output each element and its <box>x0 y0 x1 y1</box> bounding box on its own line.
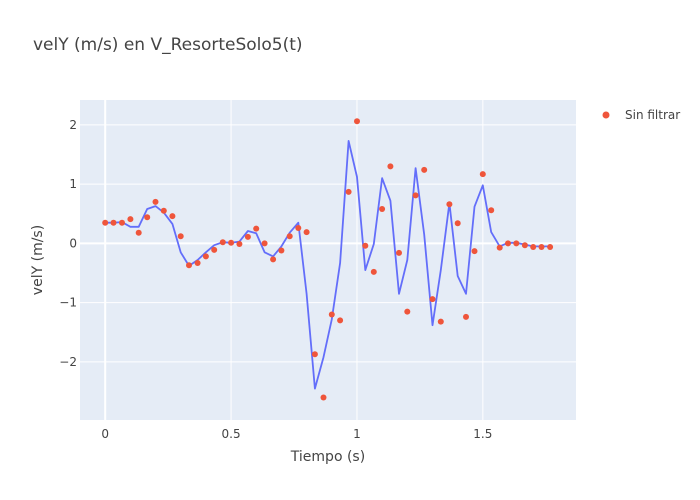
y-tick-label: 2 <box>69 118 77 132</box>
data-point[interactable] <box>362 242 369 249</box>
data-point[interactable] <box>429 296 436 303</box>
data-point[interactable] <box>454 220 461 227</box>
legend-label-sin-filtrar: Sin filtrar <box>625 108 680 122</box>
data-point[interactable] <box>354 118 360 125</box>
line-series <box>105 140 551 390</box>
data-point[interactable] <box>169 213 176 220</box>
data-point[interactable] <box>253 225 260 232</box>
series-layer <box>102 118 554 401</box>
data-point[interactable] <box>261 240 268 247</box>
data-point[interactable] <box>463 313 469 320</box>
data-point[interactable] <box>236 241 243 247</box>
data-point[interactable] <box>538 244 545 250</box>
legend[interactable]: Sin filtrar <box>602 108 681 122</box>
data-point[interactable] <box>479 171 486 178</box>
data-point[interactable] <box>370 268 377 275</box>
data-point[interactable] <box>202 253 209 260</box>
y-tick-labels: −2 −1 0 1 2 <box>59 118 77 369</box>
y-tick-label: 0 <box>69 236 77 250</box>
data-point[interactable] <box>219 239 226 246</box>
x-tick-labels: 0 0.5 1 1.5 <box>101 427 492 441</box>
x-tick-label: 1.5 <box>473 427 492 441</box>
data-point[interactable] <box>177 233 184 240</box>
data-point[interactable] <box>110 219 117 226</box>
x-axis-title: Tiempo (s) <box>290 449 365 465</box>
data-point[interactable] <box>194 260 201 266</box>
plot-area[interactable] <box>80 100 576 420</box>
data-point[interactable] <box>286 233 293 240</box>
data-point[interactable] <box>513 240 520 247</box>
data-point[interactable] <box>186 262 192 269</box>
data-point[interactable] <box>135 229 142 236</box>
data-point[interactable] <box>328 311 335 318</box>
data-point[interactable] <box>102 219 109 226</box>
data-point[interactable] <box>530 244 537 250</box>
data-point[interactable] <box>127 216 134 223</box>
data-point[interactable] <box>488 207 495 214</box>
data-point[interactable] <box>303 229 310 236</box>
data-point[interactable] <box>295 225 302 231</box>
data-point[interactable] <box>244 233 251 240</box>
data-point[interactable] <box>547 244 554 250</box>
data-point[interactable] <box>345 188 352 195</box>
data-point[interactable] <box>505 240 511 247</box>
data-point[interactable] <box>152 198 159 205</box>
data-point[interactable] <box>160 207 167 214</box>
grid-lines <box>80 100 576 420</box>
data-point[interactable] <box>320 394 327 401</box>
data-point[interactable] <box>119 219 125 226</box>
data-point[interactable] <box>404 308 411 315</box>
y-tick-label: −2 <box>59 355 77 369</box>
data-point[interactable] <box>471 248 478 255</box>
data-point[interactable] <box>496 244 503 251</box>
data-point[interactable] <box>387 163 394 170</box>
y-axis-title: velY (m/s) <box>30 225 46 295</box>
chart-title: velY (m/s) en V_ResorteSolo5(t) <box>33 35 303 55</box>
data-point[interactable] <box>521 242 528 249</box>
data-point[interactable] <box>228 239 235 246</box>
data-point[interactable] <box>278 247 285 254</box>
data-point[interactable] <box>379 206 386 212</box>
data-point[interactable] <box>211 246 218 253</box>
x-tick-label: 1 <box>353 427 361 441</box>
data-point[interactable] <box>421 166 428 173</box>
legend-marker-sin-filtrar <box>602 111 610 119</box>
data-point[interactable] <box>144 214 151 221</box>
y-tick-label: −1 <box>59 296 77 310</box>
data-point[interactable] <box>270 256 277 263</box>
data-point[interactable] <box>437 318 444 325</box>
data-point[interactable] <box>337 317 344 324</box>
data-point[interactable] <box>412 192 419 199</box>
data-point[interactable] <box>446 201 453 208</box>
x-tick-label: 0.5 <box>222 427 241 441</box>
data-point[interactable] <box>311 351 318 358</box>
x-tick-label: 0 <box>101 427 109 441</box>
data-point[interactable] <box>396 249 402 256</box>
y-tick-label: 1 <box>69 177 77 191</box>
